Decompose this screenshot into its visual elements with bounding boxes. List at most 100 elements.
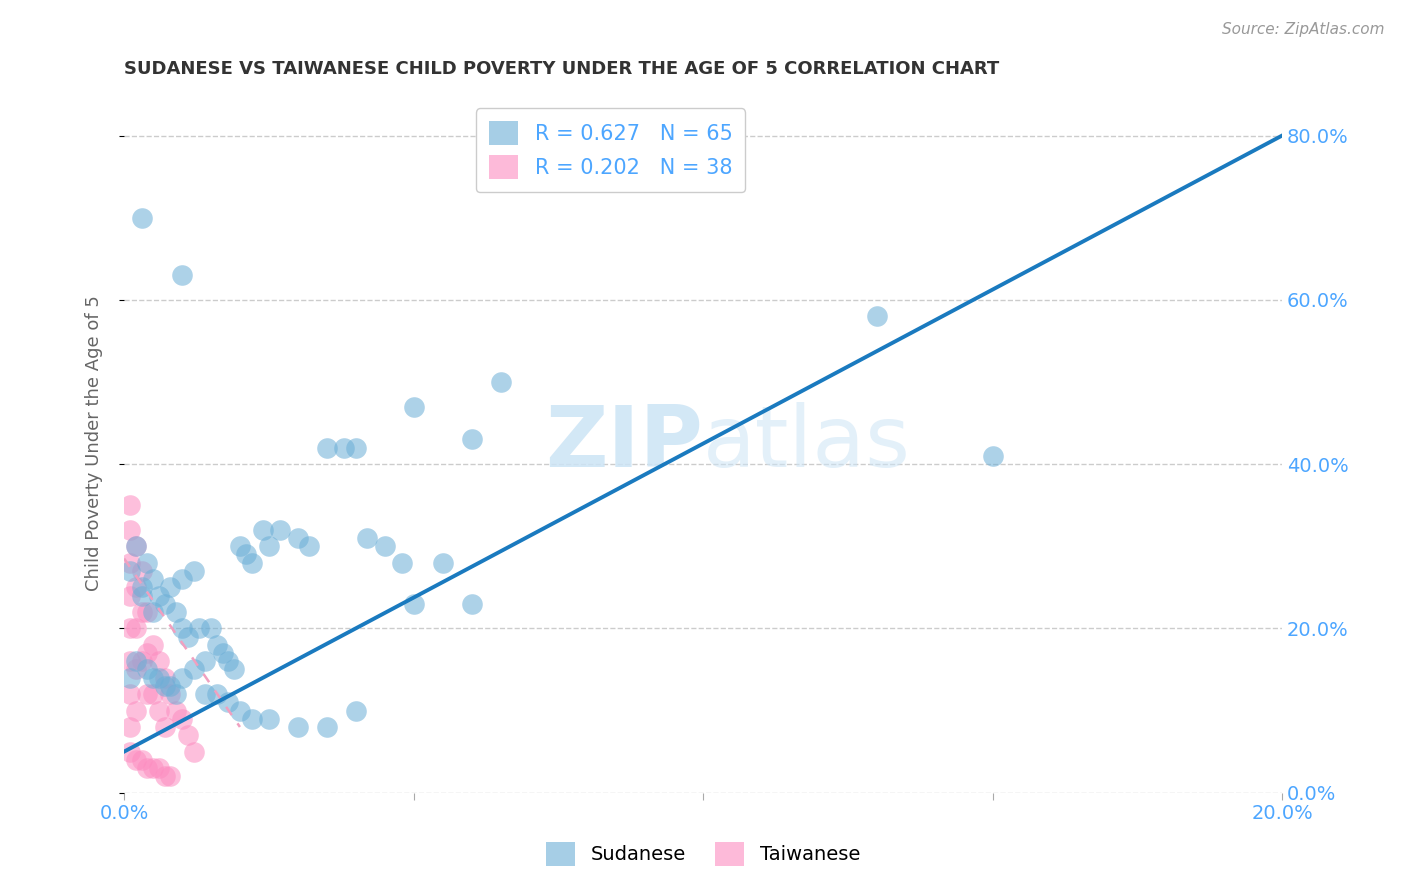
Point <box>125 663 148 677</box>
Point <box>240 712 263 726</box>
Point <box>235 548 257 562</box>
Point <box>131 211 153 225</box>
Point <box>118 523 141 537</box>
Point <box>287 720 309 734</box>
Y-axis label: Child Poverty Under the Age of 5: Child Poverty Under the Age of 5 <box>86 295 103 591</box>
Point <box>148 654 170 668</box>
Point <box>136 687 159 701</box>
Point <box>170 572 193 586</box>
Point <box>170 268 193 282</box>
Point <box>125 539 148 553</box>
Point <box>159 769 181 783</box>
Point <box>142 605 165 619</box>
Point <box>229 704 252 718</box>
Point <box>188 621 211 635</box>
Text: Source: ZipAtlas.com: Source: ZipAtlas.com <box>1222 22 1385 37</box>
Point <box>125 621 148 635</box>
Point <box>148 704 170 718</box>
Point <box>125 704 148 718</box>
Point <box>125 580 148 594</box>
Point <box>131 654 153 668</box>
Point <box>257 712 280 726</box>
Point <box>432 556 454 570</box>
Point <box>118 671 141 685</box>
Point <box>118 687 141 701</box>
Point <box>118 564 141 578</box>
Point <box>159 679 181 693</box>
Point <box>159 687 181 701</box>
Point <box>153 671 176 685</box>
Point <box>374 539 396 553</box>
Point <box>148 589 170 603</box>
Point <box>257 539 280 553</box>
Point <box>131 605 153 619</box>
Point <box>136 663 159 677</box>
Point <box>211 646 233 660</box>
Point <box>118 589 141 603</box>
Point <box>224 663 246 677</box>
Point <box>315 720 337 734</box>
Point <box>136 605 159 619</box>
Point <box>315 441 337 455</box>
Point <box>205 638 228 652</box>
Point <box>177 630 200 644</box>
Point <box>344 441 367 455</box>
Point <box>194 654 217 668</box>
Text: atlas: atlas <box>703 402 911 485</box>
Point <box>460 597 482 611</box>
Point <box>402 400 425 414</box>
Point <box>136 761 159 775</box>
Point <box>142 761 165 775</box>
Point <box>153 597 176 611</box>
Point <box>866 310 889 324</box>
Point <box>177 728 200 742</box>
Point <box>125 654 148 668</box>
Point <box>153 679 176 693</box>
Legend: R = 0.627   N = 65, R = 0.202   N = 38: R = 0.627 N = 65, R = 0.202 N = 38 <box>477 108 745 192</box>
Point <box>229 539 252 553</box>
Point <box>148 761 170 775</box>
Point <box>269 523 291 537</box>
Point <box>200 621 222 635</box>
Point <box>131 753 153 767</box>
Point <box>136 556 159 570</box>
Point <box>240 556 263 570</box>
Point <box>165 687 187 701</box>
Point <box>344 704 367 718</box>
Point <box>136 646 159 660</box>
Point <box>356 531 378 545</box>
Point <box>159 580 181 594</box>
Point <box>118 654 141 668</box>
Point <box>118 498 141 512</box>
Point <box>131 589 153 603</box>
Point <box>165 605 187 619</box>
Point <box>148 671 170 685</box>
Point <box>125 753 148 767</box>
Point <box>170 712 193 726</box>
Point <box>402 597 425 611</box>
Point <box>142 638 165 652</box>
Legend: Sudanese, Taiwanese: Sudanese, Taiwanese <box>538 834 868 873</box>
Point <box>118 745 141 759</box>
Point <box>142 572 165 586</box>
Point <box>183 663 205 677</box>
Point <box>183 745 205 759</box>
Point <box>153 720 176 734</box>
Point <box>125 539 148 553</box>
Point <box>131 564 153 578</box>
Point <box>489 375 512 389</box>
Point <box>460 433 482 447</box>
Point <box>118 556 141 570</box>
Point <box>287 531 309 545</box>
Point <box>131 580 153 594</box>
Point <box>217 654 239 668</box>
Point <box>205 687 228 701</box>
Point <box>142 687 165 701</box>
Point <box>298 539 321 553</box>
Point <box>333 441 356 455</box>
Point <box>153 769 176 783</box>
Point <box>170 621 193 635</box>
Point <box>183 564 205 578</box>
Point <box>194 687 217 701</box>
Point <box>142 671 165 685</box>
